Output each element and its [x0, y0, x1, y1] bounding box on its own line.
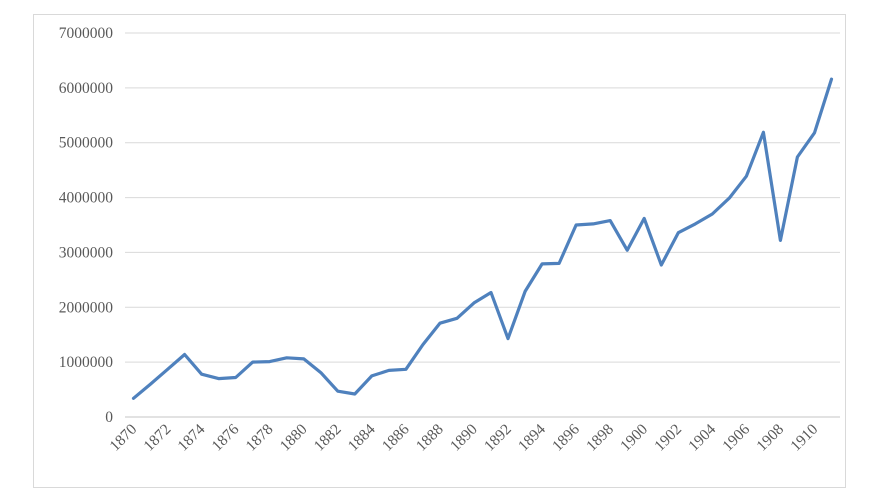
y-tick-label: 1000000 — [59, 354, 114, 371]
y-axis-labels: 0 1000000 2000000 3000000 4000000 5000000 6000… — [59, 25, 114, 426]
series-lines — [131, 77, 834, 400]
y-tick-label: 2000000 — [59, 299, 114, 316]
y-tick-label: 7000000 — [59, 25, 114, 42]
y-tick-label: 0 — [105, 409, 113, 426]
y-tick-label: 5000000 — [59, 135, 114, 152]
y-tick-label: 4000000 — [59, 190, 114, 207]
y-tick-label: 6000000 — [59, 80, 114, 97]
gridlines — [125, 32, 840, 418]
data-line — [131, 77, 834, 400]
y-tick-label: 3000000 — [59, 244, 114, 261]
chart-frame — [33, 14, 846, 488]
